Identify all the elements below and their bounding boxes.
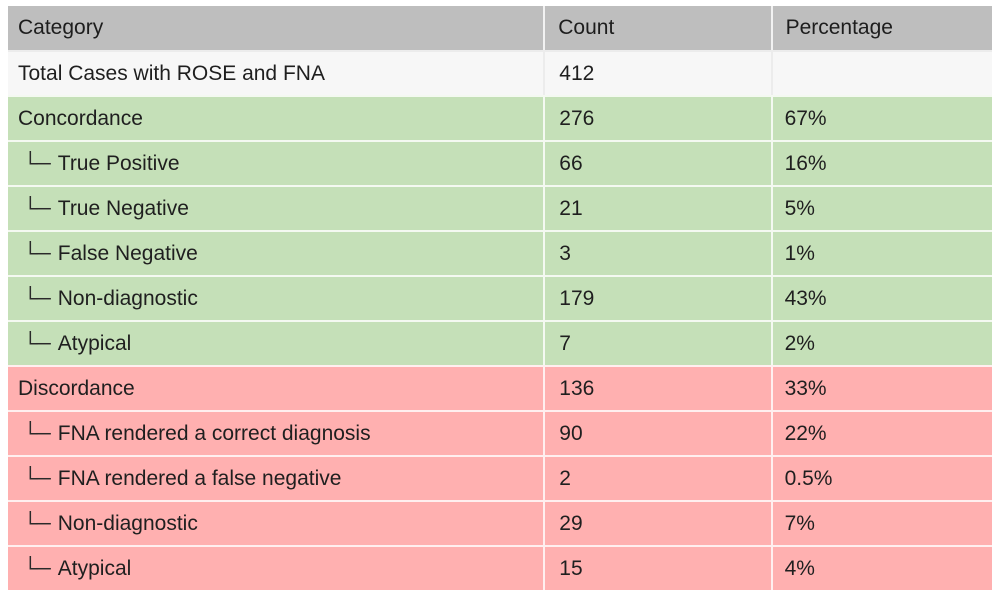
- percentage-cell: 0.5%: [772, 455, 992, 500]
- tree-branch-icon: └─: [23, 556, 51, 580]
- table-row: └─ Non-diagnostic 29 7%: [8, 500, 992, 545]
- category-cell: Total Cases with ROSE and FNA: [8, 50, 546, 95]
- percentage-cell: 4%: [772, 545, 992, 590]
- tree-branch-icon: └─: [23, 511, 51, 535]
- count-cell: 29: [545, 500, 773, 545]
- tree-branch-icon: └─: [23, 286, 51, 310]
- table-row: └─ Atypical 15 4%: [8, 545, 992, 590]
- percentage-cell: 7%: [772, 500, 992, 545]
- count-cell: 90: [545, 410, 773, 455]
- column-header-category: Category: [8, 6, 546, 50]
- percentage-cell: 22%: [772, 410, 992, 455]
- rose-fna-results-table: Category Count Percentage Total Cases wi…: [8, 6, 992, 590]
- tree-branch-icon: └─: [23, 196, 51, 220]
- table-row: └─ False Negative 3 1%: [8, 230, 992, 275]
- category-cell: └─ Non-diagnostic: [8, 275, 546, 320]
- category-cell: └─ True Negative: [8, 185, 546, 230]
- tree-branch-icon: └─: [23, 466, 51, 490]
- count-cell: 2: [545, 455, 773, 500]
- table-row: └─ Non-diagnostic 179 43%: [8, 275, 992, 320]
- category-cell: └─ FNA rendered a correct diagnosis: [8, 410, 546, 455]
- column-header-count: Count: [545, 6, 773, 50]
- category-cell: Concordance: [8, 95, 546, 140]
- percentage-cell: 5%: [772, 185, 992, 230]
- category-cell: └─ Atypical: [8, 545, 546, 590]
- tree-branch-icon: └─: [23, 241, 51, 265]
- count-cell: 3: [545, 230, 773, 275]
- percentage-cell: 16%: [772, 140, 992, 185]
- header-row: Category Count Percentage: [8, 6, 992, 50]
- table-row: Discordance 136 33%: [8, 365, 992, 410]
- category-label: Atypical: [57, 556, 132, 580]
- table-row: Concordance 276 67%: [8, 95, 992, 140]
- table-row: └─ FNA rendered a false negative 2 0.5%: [8, 455, 992, 500]
- category-cell: └─ False Negative: [8, 230, 546, 275]
- category-label: FNA rendered a false negative: [57, 466, 342, 490]
- table-row: └─ FNA rendered a correct diagnosis 90 22…: [8, 410, 992, 455]
- table-body: Total Cases with ROSE and FNA 412 Concor…: [8, 50, 992, 590]
- percentage-cell: 43%: [772, 275, 992, 320]
- count-cell: 136: [545, 365, 773, 410]
- percentage-cell: [772, 50, 992, 95]
- category-cell: └─ FNA rendered a false negative: [8, 455, 546, 500]
- category-cell: └─ True Positive: [8, 140, 546, 185]
- category-label: Discordance: [18, 376, 135, 400]
- category-label: Non-diagnostic: [57, 511, 198, 535]
- tree-branch-icon: └─: [23, 331, 51, 355]
- tree-branch-icon: └─: [23, 151, 51, 175]
- category-label: Total Cases with ROSE and FNA: [18, 61, 325, 85]
- count-cell: 21: [545, 185, 773, 230]
- category-label: Atypical: [57, 331, 132, 355]
- table-row: └─ True Positive 66 16%: [8, 140, 992, 185]
- category-label: False Negative: [57, 241, 198, 265]
- count-cell: 15: [545, 545, 773, 590]
- category-cell: └─ Non-diagnostic: [8, 500, 546, 545]
- tree-branch-icon: └─: [23, 421, 51, 445]
- percentage-cell: 67%: [772, 95, 992, 140]
- table-row: └─ True Negative 21 5%: [8, 185, 992, 230]
- count-cell: 412: [545, 50, 773, 95]
- column-header-percentage: Percentage: [772, 6, 992, 50]
- count-cell: 66: [545, 140, 773, 185]
- category-label: True Negative: [57, 196, 189, 220]
- category-label: Concordance: [18, 106, 143, 130]
- table-row: Total Cases with ROSE and FNA 412: [8, 50, 992, 95]
- percentage-cell: 33%: [772, 365, 992, 410]
- percentage-cell: 1%: [772, 230, 992, 275]
- count-cell: 179: [545, 275, 773, 320]
- category-label: FNA rendered a correct diagnosis: [57, 421, 371, 445]
- category-cell: └─ Atypical: [8, 320, 546, 365]
- category-label: True Positive: [57, 151, 180, 175]
- table-row: └─ Atypical 7 2%: [8, 320, 992, 365]
- category-cell: Discordance: [8, 365, 546, 410]
- count-cell: 276: [545, 95, 773, 140]
- category-label: Non-diagnostic: [57, 286, 198, 310]
- percentage-cell: 2%: [772, 320, 992, 365]
- count-cell: 7: [545, 320, 773, 365]
